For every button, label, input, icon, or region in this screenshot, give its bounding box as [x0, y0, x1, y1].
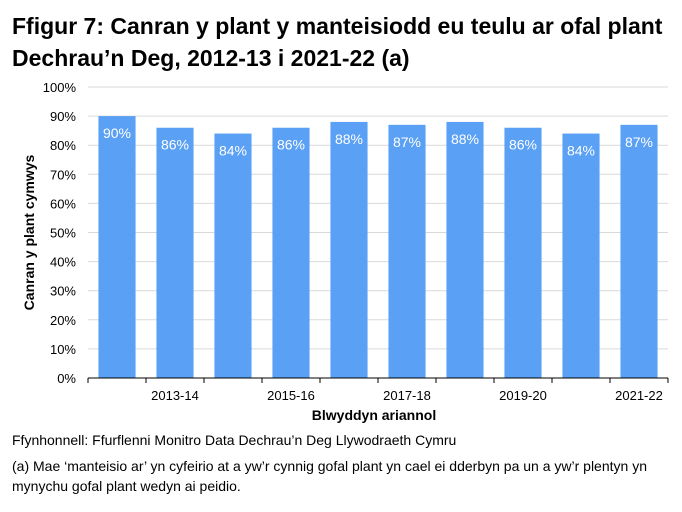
bar	[330, 121, 368, 379]
data-label: 87%	[393, 134, 421, 150]
data-label: 88%	[451, 131, 479, 147]
data-label: 84%	[219, 143, 247, 159]
y-tick-label: 100%	[43, 80, 77, 95]
bar	[214, 133, 252, 378]
x-axis-title: Blwyddyn ariannol	[312, 407, 436, 423]
bar	[562, 133, 600, 378]
data-label: 88%	[335, 131, 363, 147]
x-axis-ticks: 2013-14 2015-16 2017-18 2019-20 2021-22	[87, 378, 669, 403]
x-tick-label: 2017-18	[383, 388, 431, 403]
bar	[388, 124, 426, 378]
data-label: 90%	[103, 125, 131, 141]
data-labels: 90% 86% 84% 86% 88% 87% 88% 86% 84% 87%	[103, 125, 653, 158]
source-note: Ffynhonnell: Ffurflenni Monitro Data Dec…	[12, 432, 457, 448]
data-label: 87%	[625, 134, 653, 150]
bars	[98, 116, 658, 379]
footnote: (a) Mae ‘manteisio ar’ yn cyfeirio at a …	[12, 458, 647, 494]
bar	[156, 127, 194, 379]
bar	[272, 127, 310, 379]
y-tick-label: 80%	[50, 138, 76, 153]
data-label: 86%	[509, 137, 537, 153]
y-tick-label: 90%	[50, 109, 76, 124]
bar	[446, 121, 484, 379]
y-tick-label: 10%	[50, 342, 76, 357]
y-axis-title: Canran y plant cymwys	[21, 154, 37, 310]
y-tick-label: 70%	[50, 167, 76, 182]
y-tick-label: 40%	[50, 255, 76, 270]
chart-title: Ffigur 7: Canran y plant y manteisiodd e…	[12, 13, 663, 71]
data-label: 86%	[277, 137, 305, 153]
x-tick-label: 2021-22	[615, 388, 663, 403]
data-label: 84%	[567, 143, 595, 159]
bar	[98, 116, 136, 378]
y-axis-ticks: 0% 10% 20% 30% 40% 50% 60% 70% 80% 90% 100%	[43, 80, 77, 386]
x-tick-label: 2015-16	[267, 388, 315, 403]
y-tick-label: 50%	[50, 226, 76, 241]
y-tick-label: 30%	[50, 284, 76, 299]
x-tick-label: 2019-20	[499, 388, 547, 403]
bar	[504, 127, 542, 379]
y-tick-label: 0%	[57, 371, 76, 386]
y-tick-label: 60%	[50, 196, 76, 211]
y-tick-label: 20%	[50, 313, 76, 328]
x-tick-label: 2013-14	[151, 388, 199, 403]
bar	[620, 124, 658, 378]
data-label: 86%	[161, 137, 189, 153]
